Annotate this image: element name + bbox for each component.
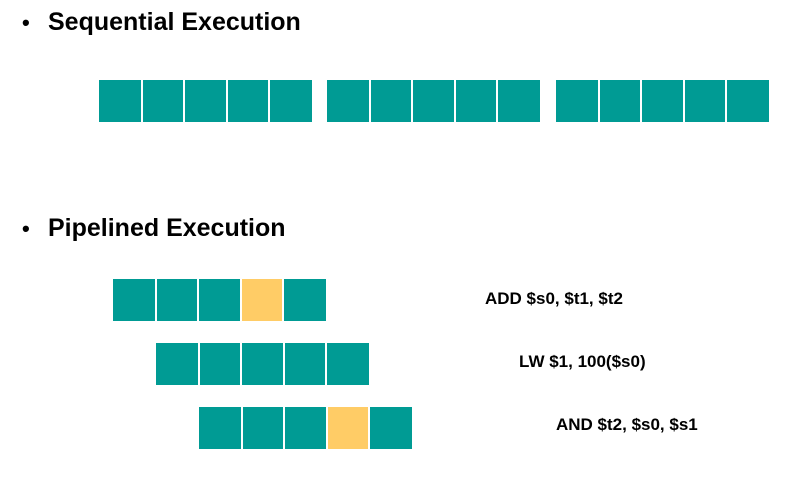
pipeline-stage-block (327, 80, 370, 122)
pipeline-stage-block (113, 279, 156, 321)
pipeline-stage-block (269, 80, 312, 122)
pipelined-heading-text: Pipelined Execution (48, 214, 286, 242)
pipeline-stage-block (226, 80, 269, 122)
pipeline-stage-block (283, 343, 326, 385)
pipeline-stage-block (497, 80, 540, 122)
pipeline-stage-block (284, 407, 327, 449)
pipeline-stage-block (641, 80, 684, 122)
sequential-instruction-3 (556, 80, 769, 122)
pipeline-stage-block (241, 343, 284, 385)
pipeline-stage-block (99, 80, 142, 122)
pipeline-stage-block (726, 80, 769, 122)
sequential-heading-text: Sequential Execution (48, 8, 301, 36)
pipeline-stage-block (241, 407, 284, 449)
pipeline-stage-block (412, 80, 455, 122)
bullet-icon: • (22, 215, 30, 241)
pipelined-instruction-3 (199, 407, 412, 449)
pipeline-stage-block (454, 80, 497, 122)
pipeline-stage-block (369, 407, 412, 449)
pipeline-stage-block (369, 80, 412, 122)
instruction-label-and: AND $t2, $s0, $s1 (556, 415, 698, 434)
stall-stage-block (326, 407, 369, 449)
instruction-label-lw: LW $1, 100($s0) (519, 352, 646, 371)
instruction-label-add: ADD $s0, $t1, $t2 (485, 289, 623, 308)
pipeline-stage-block (156, 343, 199, 385)
pipeline-stage-block (198, 279, 241, 321)
pipeline-stage-block (683, 80, 726, 122)
stall-stage-block (240, 279, 283, 321)
sequential-instruction-1 (99, 80, 312, 122)
pipeline-stage-block (598, 80, 641, 122)
pipelined-instruction-2 (156, 343, 369, 385)
pipeline-stage-block (556, 80, 599, 122)
pipeline-stage-block (326, 343, 369, 385)
sequential-heading: • Sequential Execution (22, 8, 301, 37)
pipeline-stage-block (155, 279, 198, 321)
bullet-icon: • (22, 9, 30, 35)
sequential-instruction-2 (327, 80, 540, 122)
pipeline-stage-block (184, 80, 227, 122)
pipeline-stage-block (199, 407, 242, 449)
pipelined-heading: • Pipelined Execution (22, 214, 286, 243)
pipeline-stage-block (141, 80, 184, 122)
pipeline-stage-block (198, 343, 241, 385)
pipeline-stage-block (283, 279, 326, 321)
pipelined-instruction-1 (113, 279, 326, 321)
